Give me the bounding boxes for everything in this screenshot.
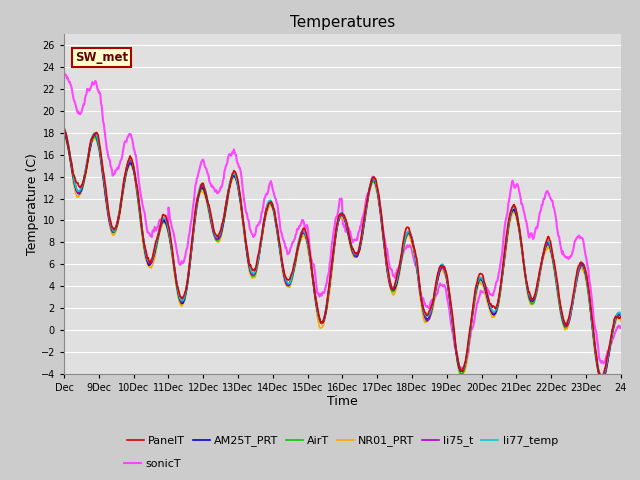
li77_temp <box>617 312 625 317</box>
li77_temp <box>431 288 439 294</box>
AM25T_PRT <box>125 160 133 166</box>
sonicT <box>617 325 625 331</box>
NR01_PRT <box>400 245 408 251</box>
AM25T_PRT <box>597 378 605 384</box>
li75_t <box>255 251 263 257</box>
sonicT <box>276 226 284 231</box>
li75_t <box>598 376 606 382</box>
li75_t <box>276 249 284 255</box>
PanelT <box>276 243 284 249</box>
NR01_PRT <box>597 382 605 387</box>
li75_t <box>60 127 68 132</box>
PanelT <box>400 236 408 242</box>
li75_t <box>400 241 408 247</box>
Line: li77_temp: li77_temp <box>64 129 621 378</box>
sonicT <box>400 249 408 254</box>
li77_temp <box>276 248 284 253</box>
NR01_PRT <box>276 252 284 258</box>
PanelT <box>431 286 439 292</box>
li77_temp <box>255 251 263 256</box>
li75_t <box>431 289 439 295</box>
NR01_PRT <box>60 132 68 137</box>
AirT <box>60 129 68 135</box>
X-axis label: Time: Time <box>327 395 358 408</box>
AM25T_PRT <box>228 175 236 181</box>
NR01_PRT <box>255 252 263 257</box>
NR01_PRT <box>228 178 236 184</box>
Line: AM25T_PRT: AM25T_PRT <box>64 131 621 381</box>
sonicT <box>431 293 439 299</box>
li75_t <box>228 175 236 180</box>
PanelT <box>617 315 625 321</box>
PanelT <box>125 156 133 161</box>
AM25T_PRT <box>276 250 284 255</box>
AM25T_PRT <box>431 289 439 295</box>
li77_temp <box>60 126 68 132</box>
li77_temp <box>228 173 236 179</box>
AirT <box>276 251 284 256</box>
NR01_PRT <box>617 318 625 324</box>
Line: PanelT: PanelT <box>64 127 621 377</box>
NR01_PRT <box>125 162 133 168</box>
Legend: sonicT: sonicT <box>120 455 186 474</box>
AirT <box>228 177 236 182</box>
li77_temp <box>400 240 408 246</box>
PanelT <box>228 173 236 179</box>
Text: SW_met: SW_met <box>75 51 128 64</box>
PanelT <box>60 124 68 130</box>
sonicT <box>456 369 463 374</box>
li77_temp <box>125 156 133 162</box>
PanelT <box>255 247 263 253</box>
sonicT <box>228 152 236 157</box>
Line: li75_t: li75_t <box>64 130 621 379</box>
li75_t <box>617 313 625 319</box>
AirT <box>431 291 439 297</box>
Line: sonicT: sonicT <box>64 72 621 372</box>
Title: Temperatures: Temperatures <box>290 15 395 30</box>
AM25T_PRT <box>400 242 408 248</box>
AirT <box>598 376 606 382</box>
sonicT <box>125 131 133 137</box>
AM25T_PRT <box>617 313 625 319</box>
sonicT <box>255 219 263 225</box>
Y-axis label: Temperature (C): Temperature (C) <box>26 153 39 255</box>
li75_t <box>125 158 133 164</box>
AirT <box>617 314 625 320</box>
AM25T_PRT <box>60 128 68 134</box>
AirT <box>400 244 408 250</box>
Line: NR01_PRT: NR01_PRT <box>64 134 621 384</box>
AirT <box>125 162 133 168</box>
NR01_PRT <box>431 294 439 300</box>
Line: AirT: AirT <box>64 132 621 379</box>
AirT <box>255 252 263 258</box>
sonicT <box>60 70 68 75</box>
AM25T_PRT <box>255 251 263 256</box>
li77_temp <box>598 375 606 381</box>
PanelT <box>598 374 606 380</box>
